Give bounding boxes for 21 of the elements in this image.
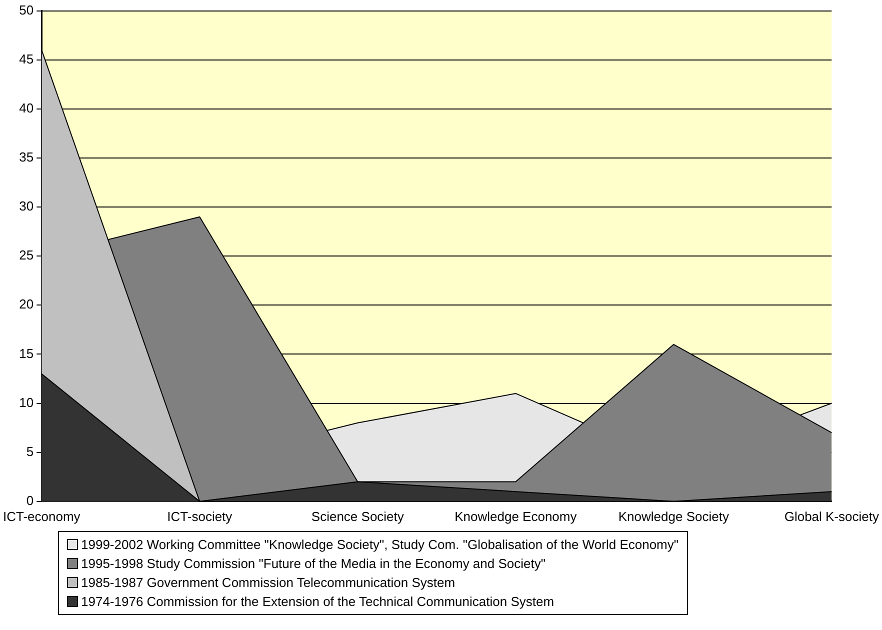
y-tick-label: 50 — [19, 2, 34, 18]
y-tick-label: 25 — [19, 248, 34, 263]
legend-label: 1995-1998 Study Commission "Future of the Media in the Economy and Society" — [81, 556, 546, 571]
legend-label: 1985-1987 Government Commission Telecommunication System — [81, 575, 456, 590]
y-tick-label: 15 — [19, 346, 34, 361]
x-tick-label: ICT-society — [167, 508, 233, 524]
y-tick-label: 0 — [26, 492, 34, 508]
x-tick-label: ICT-economy — [2, 508, 81, 524]
x-tick-label: Global K-society — [784, 508, 880, 524]
legend-label: 1974-1976 Commission for the Extension of the Technical Communication System — [81, 594, 554, 609]
y-tick-label: 35 — [19, 150, 34, 165]
y-tick-label: 45 — [19, 51, 34, 66]
y-tick-label: 10 — [19, 394, 34, 410]
y-tick-label: 5 — [26, 444, 34, 459]
x-tick-label: Knowledge Economy — [454, 508, 578, 524]
x-tick-label: Science Society — [311, 508, 404, 524]
x-tick-label: Knowledge Society — [618, 508, 730, 524]
y-tick-label: 30 — [19, 198, 34, 214]
y-tick-label: 40 — [19, 100, 34, 116]
y-tick-label: 20 — [19, 296, 34, 312]
legend-label: 1999-2002 Working Committee "Knowledge Society", Study Com. "Globalisation of the World Economy" — [81, 537, 678, 552]
